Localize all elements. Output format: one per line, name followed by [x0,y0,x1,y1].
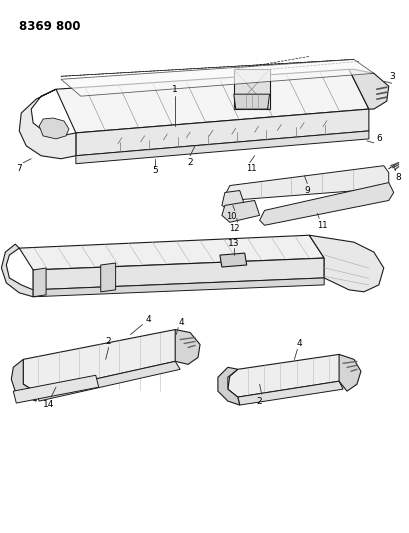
Text: 11: 11 [246,164,256,173]
Polygon shape [13,375,99,403]
Polygon shape [227,354,352,397]
Polygon shape [175,329,200,365]
Text: 4: 4 [296,339,301,348]
Polygon shape [259,183,393,225]
Text: 9: 9 [304,186,310,195]
Polygon shape [61,59,373,96]
Text: 2: 2 [187,158,193,167]
Polygon shape [237,381,342,405]
Text: 11: 11 [316,221,327,230]
Polygon shape [217,367,239,405]
Polygon shape [338,354,360,391]
Text: 5: 5 [152,166,158,175]
Polygon shape [19,235,324,270]
Polygon shape [233,69,269,109]
Text: 12: 12 [229,224,239,233]
Text: 14: 14 [43,400,55,409]
Polygon shape [76,109,368,156]
Text: 10: 10 [226,212,236,221]
Polygon shape [36,361,180,401]
Polygon shape [221,200,259,222]
Polygon shape [1,244,33,297]
Text: 3: 3 [388,72,393,81]
Polygon shape [56,69,368,133]
Text: 7: 7 [16,164,22,173]
Circle shape [229,256,237,264]
Text: 8369 800: 8369 800 [19,20,81,33]
Polygon shape [11,359,36,401]
Text: 1: 1 [172,85,178,94]
Polygon shape [76,131,368,164]
Polygon shape [221,190,244,211]
Polygon shape [219,253,246,267]
Text: 6: 6 [375,134,381,143]
Polygon shape [348,69,388,109]
Text: 13: 13 [227,239,239,248]
Polygon shape [101,263,115,292]
Text: 4: 4 [178,318,184,327]
Polygon shape [19,89,76,159]
Polygon shape [39,118,69,139]
Text: 8: 8 [395,173,400,182]
Text: 4: 4 [145,315,151,324]
Polygon shape [233,94,269,109]
Polygon shape [224,166,388,200]
Polygon shape [23,329,190,392]
Text: 2: 2 [106,337,111,346]
Polygon shape [33,278,324,297]
Polygon shape [33,258,324,290]
Polygon shape [308,235,383,292]
Polygon shape [33,268,46,297]
Text: 2: 2 [256,397,262,406]
